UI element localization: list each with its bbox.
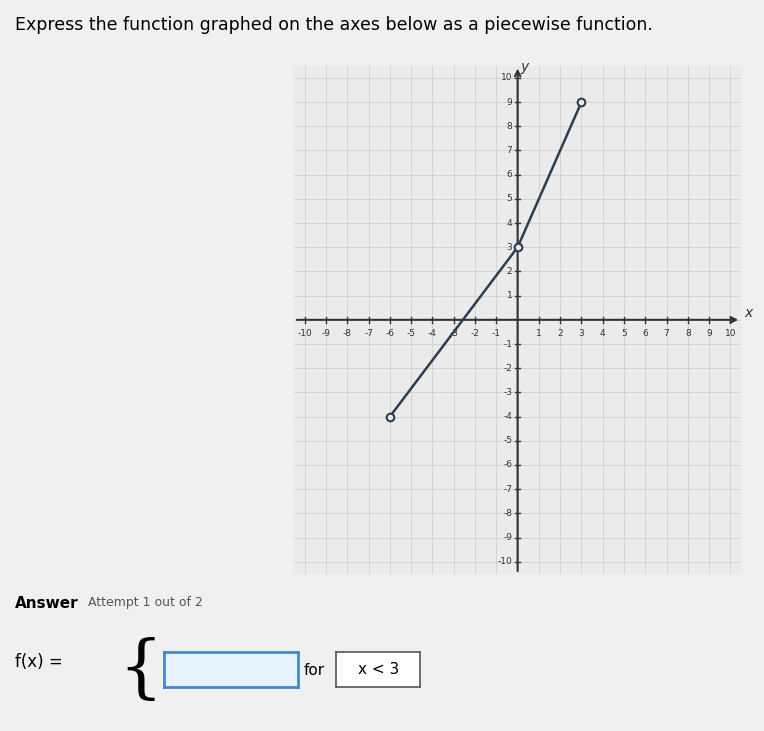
Text: 5: 5 <box>507 194 513 203</box>
Text: -1: -1 <box>503 339 513 349</box>
Text: 8: 8 <box>685 330 691 338</box>
Text: 2: 2 <box>558 330 563 338</box>
Text: -9: -9 <box>322 330 331 338</box>
Text: 8: 8 <box>507 122 513 131</box>
Text: -5: -5 <box>406 330 416 338</box>
Text: -8: -8 <box>343 330 352 338</box>
Text: 7: 7 <box>664 330 669 338</box>
Text: 6: 6 <box>507 170 513 179</box>
Text: x < 3: x < 3 <box>358 662 399 677</box>
Text: 1: 1 <box>507 291 513 300</box>
Text: 5: 5 <box>621 330 627 338</box>
Text: -3: -3 <box>503 388 513 397</box>
Text: 10: 10 <box>725 330 736 338</box>
Text: -5: -5 <box>503 436 513 445</box>
Text: -6: -6 <box>503 461 513 469</box>
Text: 9: 9 <box>507 97 513 107</box>
Text: 1: 1 <box>536 330 542 338</box>
Text: {: { <box>118 638 163 704</box>
Text: 4: 4 <box>507 219 513 227</box>
Text: 4: 4 <box>600 330 606 338</box>
Text: -4: -4 <box>428 330 437 338</box>
Text: 3: 3 <box>578 330 584 338</box>
Text: -8: -8 <box>503 509 513 518</box>
Text: -7: -7 <box>364 330 373 338</box>
Text: -9: -9 <box>503 533 513 542</box>
Text: -1: -1 <box>492 330 501 338</box>
Text: 7: 7 <box>507 146 513 155</box>
Text: -4: -4 <box>503 412 513 421</box>
Text: -3: -3 <box>449 330 458 338</box>
Text: -7: -7 <box>503 485 513 493</box>
Text: -2: -2 <box>503 364 513 373</box>
Text: 3: 3 <box>507 243 513 251</box>
Text: -2: -2 <box>471 330 480 338</box>
Text: Attempt 1 out of 2: Attempt 1 out of 2 <box>88 596 202 609</box>
Text: f(x) =: f(x) = <box>15 653 63 670</box>
Text: -10: -10 <box>297 330 312 338</box>
Text: Express the function graphed on the axes below as a piecewise function.: Express the function graphed on the axes… <box>15 16 653 34</box>
Text: Answer: Answer <box>15 596 79 611</box>
Text: y: y <box>520 60 528 74</box>
Text: 2: 2 <box>507 267 513 276</box>
Text: 9: 9 <box>706 330 712 338</box>
Text: -6: -6 <box>385 330 394 338</box>
Text: 10: 10 <box>500 73 513 83</box>
Text: for: for <box>304 663 325 678</box>
Text: x: x <box>744 306 753 319</box>
Text: -10: -10 <box>497 557 513 567</box>
Text: 6: 6 <box>643 330 648 338</box>
